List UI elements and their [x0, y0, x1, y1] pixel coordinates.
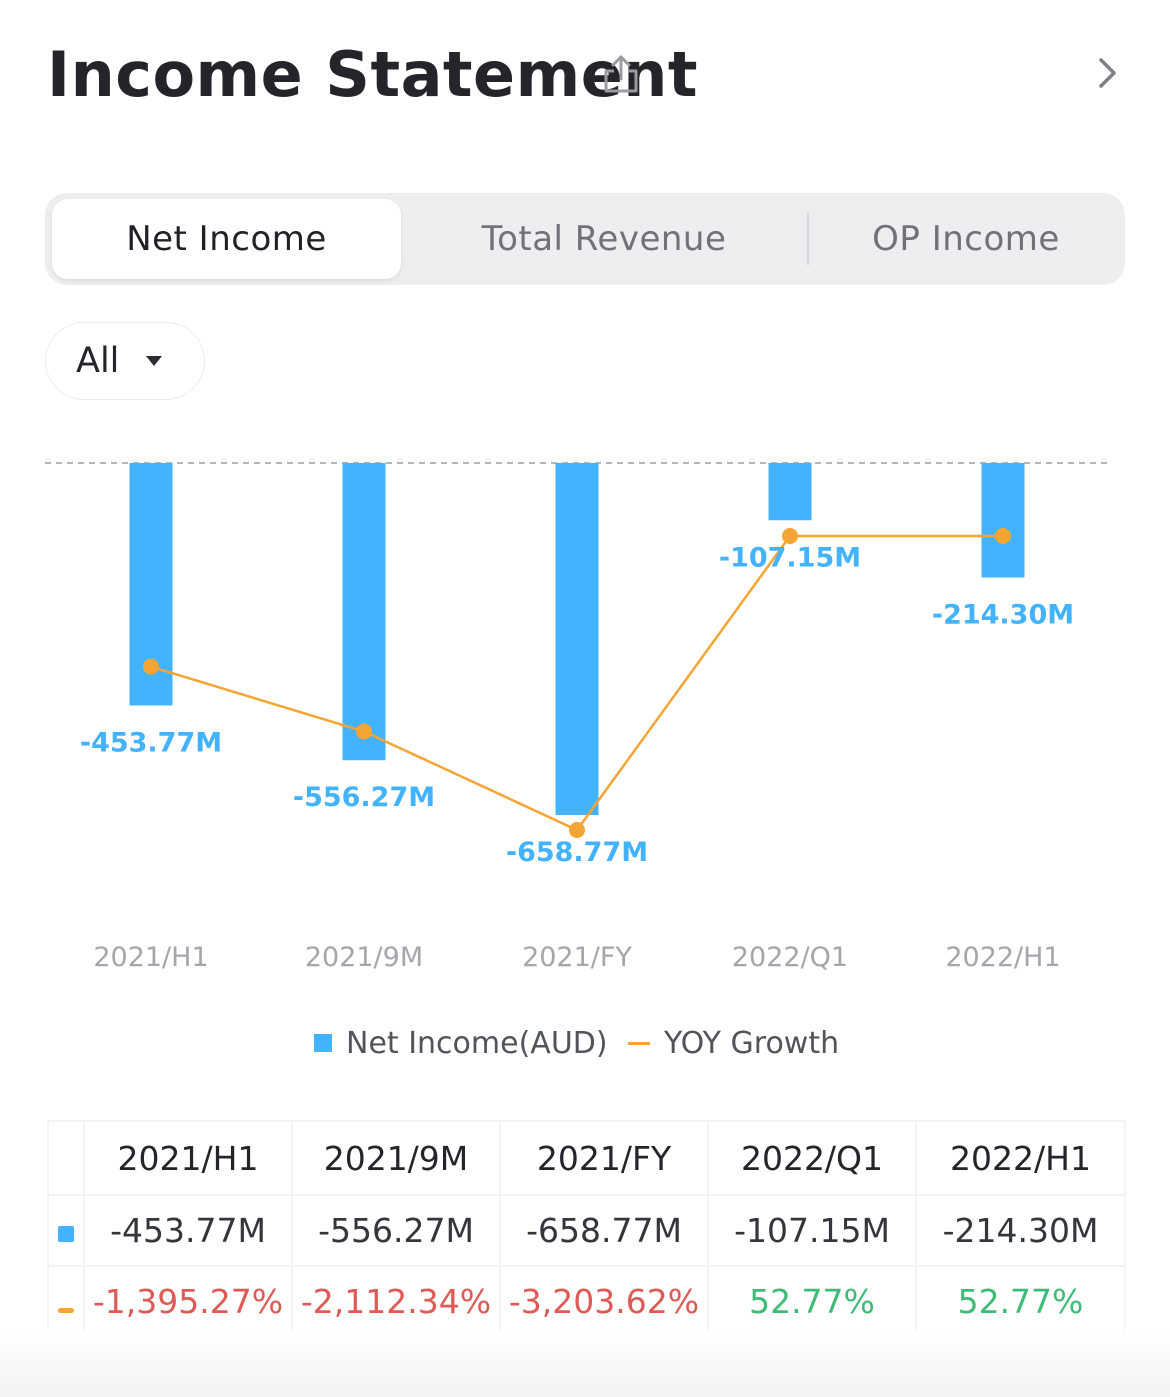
- yoy-point-2021-9m: [356, 723, 372, 740]
- legend-label-net-income: Net Income(AUD): [346, 1025, 608, 1061]
- period-filter-label: All: [76, 341, 120, 381]
- x-tick-label: 2021/9M: [305, 942, 423, 973]
- table-header-cell: 2022/Q1: [707, 1120, 917, 1196]
- table-cell: -214.30M: [915, 1194, 1126, 1267]
- tab-net-income[interactable]: Net Income: [52, 199, 401, 279]
- table-cell: 52.77%: [915, 1265, 1126, 1338]
- bar-2022-q1: [768, 463, 812, 521]
- x-tick-label: 2022/Q1: [732, 942, 848, 973]
- legend-item-net-income[interactable]: Net Income(AUD): [314, 1020, 608, 1066]
- share-icon[interactable]: [600, 52, 642, 96]
- income-data-table: 2021/H1 2021/9M 2021/FY 2022/Q1 2022/H1 …: [47, 1120, 1126, 1338]
- bar-2021-fy: [555, 463, 599, 815]
- legend-label-yoy-growth: YOY Growth: [664, 1025, 840, 1061]
- table-corner-cell: [47, 1120, 85, 1196]
- net-income-row-marker: [47, 1194, 85, 1267]
- bar-data-label: -214.30M: [932, 600, 1074, 631]
- table-cell: -1,395.27%: [83, 1265, 293, 1338]
- metric-tabs: Net Income Total Revenue OP Income: [45, 193, 1125, 285]
- header: Income Statement: [0, 0, 1170, 160]
- x-tick-label: 2022/H1: [945, 942, 1060, 973]
- x-tick-label: 2021/FY: [522, 942, 632, 973]
- bar-marker-icon: [58, 1226, 74, 1242]
- bar-data-label: -107.15M: [719, 542, 861, 573]
- table-header-cell: 2022/H1: [915, 1120, 1126, 1196]
- page-title: Income Statement: [47, 38, 699, 111]
- period-filter-dropdown[interactable]: All: [45, 322, 205, 400]
- bottom-fade: [0, 1330, 1170, 1397]
- line-marker-icon: [58, 1308, 74, 1313]
- yoy-row-marker: [47, 1265, 85, 1338]
- yoy-point-2022-q1: [782, 528, 798, 544]
- table-cell: -556.27M: [291, 1194, 501, 1267]
- table-header-row: 2021/H1 2021/9M 2021/FY 2022/Q1 2022/H1: [47, 1120, 1126, 1196]
- x-tick-label: 2021/H1: [93, 942, 208, 973]
- tab-divider: [807, 213, 809, 265]
- table-header-cell: 2021/9M: [291, 1120, 501, 1196]
- yoy-point-2021-fy: [569, 822, 585, 838]
- table-row-net-income: -453.77M -556.27M -658.77M -107.15M -214…: [47, 1194, 1126, 1267]
- table-cell: -107.15M: [707, 1194, 917, 1267]
- table-header-cell: 2021/H1: [83, 1120, 293, 1196]
- table-cell: -2,112.34%: [291, 1265, 501, 1338]
- table-cell: 52.77%: [707, 1265, 917, 1338]
- tab-total-revenue[interactable]: Total Revenue: [481, 219, 727, 259]
- legend-item-yoy-growth[interactable]: YOY Growth: [628, 1020, 839, 1066]
- legend-line-swatch: [628, 1041, 650, 1045]
- net-income-chart: -453.77M -556.27M -658.77M -107.15M -214.30M…: [45, 462, 1110, 973]
- bar-data-label: -453.77M: [80, 727, 222, 758]
- caret-down-icon: [146, 356, 162, 366]
- tab-op-income[interactable]: OP Income: [872, 219, 1060, 259]
- table-row-yoy-growth: -1,395.27% -2,112.34% -3,203.62% 52.77% …: [47, 1265, 1126, 1338]
- table-cell: -658.77M: [499, 1194, 709, 1267]
- bar-data-label: -658.77M: [506, 837, 648, 868]
- table-cell: -3,203.62%: [499, 1265, 709, 1338]
- yoy-point-2022-h1: [995, 528, 1011, 544]
- bar-data-label: -556.27M: [293, 782, 435, 813]
- chevron-right-icon[interactable]: [1090, 54, 1124, 92]
- legend-bar-swatch: [314, 1034, 332, 1052]
- yoy-point-2021-h1: [143, 658, 159, 675]
- bar-2021-9m: [342, 463, 386, 761]
- bar-2022-h1: [981, 463, 1025, 578]
- table-header-cell: 2021/FY: [499, 1120, 709, 1196]
- table-cell: -453.77M: [83, 1194, 293, 1267]
- chart-legend: Net Income(AUD) YOY Growth: [0, 1020, 1170, 1070]
